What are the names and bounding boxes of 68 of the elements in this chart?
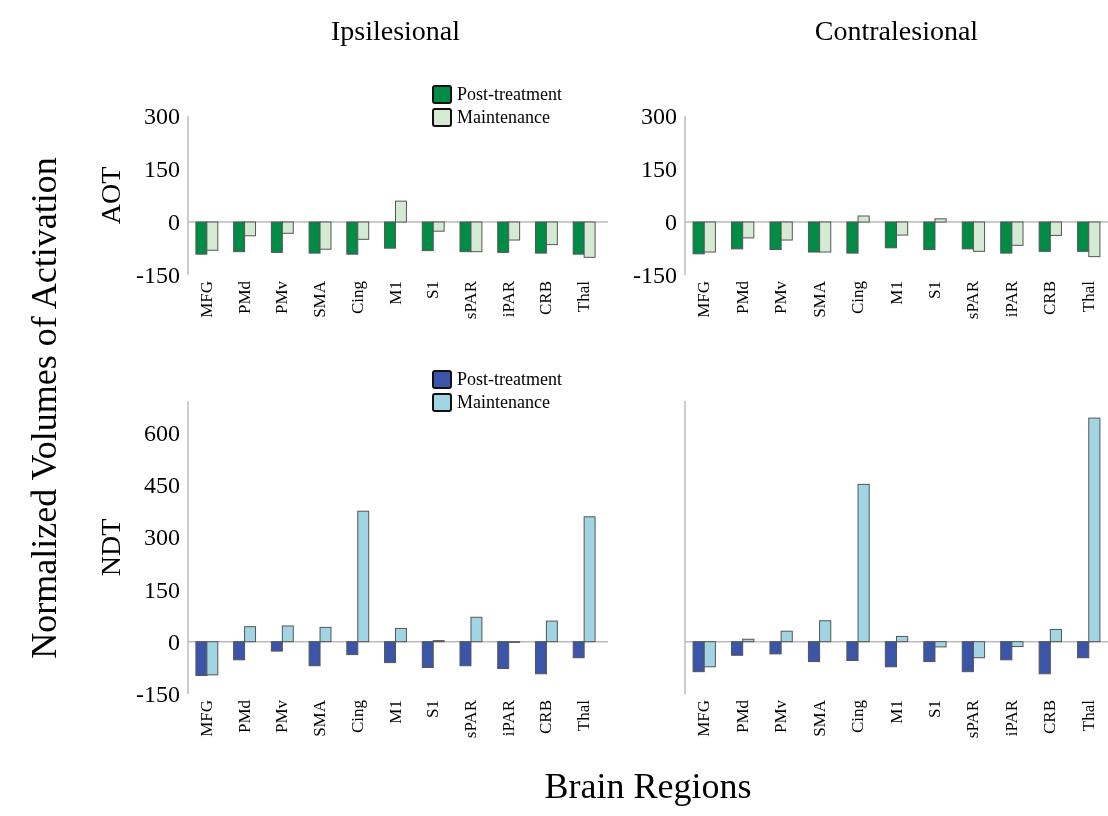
- x-tick-label: Thal: [1078, 699, 1098, 732]
- legend-label: Post-treatment: [457, 84, 562, 104]
- x-tick-label: SMA: [809, 280, 829, 318]
- text: Normalized Volumes of Activation: [24, 157, 64, 659]
- y-tick-label: 300: [641, 103, 677, 130]
- x-tick-label: M1: [886, 281, 906, 305]
- x-tick-label: iPAR: [498, 280, 518, 318]
- legend-label: Post-treatment: [457, 369, 562, 389]
- x-tick-label: S1: [924, 281, 944, 299]
- x-tick-label: PMv: [771, 280, 791, 315]
- x-tick-label: Cing: [347, 699, 367, 734]
- x-tick-label: MFG: [196, 700, 216, 737]
- x-tick-label: CRB: [1040, 700, 1060, 735]
- x-tick-label: Cing: [848, 699, 868, 734]
- x-tick-label: CRB: [536, 281, 556, 316]
- y-tick-label: 0: [168, 209, 180, 236]
- x-tick-label: SMA: [310, 699, 330, 737]
- x-tick-label: PMd: [234, 280, 254, 315]
- x-tick-label: CRB: [1040, 281, 1060, 316]
- x-tick-label: MFG: [694, 281, 714, 318]
- x-tick-label: M1: [385, 700, 405, 724]
- y-tick-label: -150: [633, 262, 677, 289]
- y-tick-label: 0: [168, 629, 180, 656]
- chart-title: Contralesional: [814, 15, 979, 46]
- x-tick-label: PMv: [272, 280, 292, 315]
- y-axis-title: AOT: [95, 166, 126, 225]
- y-tick-label: -150: [136, 262, 180, 289]
- x-tick-label: PMd: [732, 280, 752, 315]
- y-tick-label: 300: [144, 524, 180, 551]
- x-tick-label: PMd: [234, 699, 254, 734]
- y-tick-label: 150: [144, 156, 180, 183]
- x-tick-label: MFG: [196, 281, 216, 318]
- x-tick-label: sPAR: [460, 280, 480, 320]
- x-tick-label: CRB: [536, 700, 556, 735]
- x-tick-label: sPAR: [460, 699, 480, 739]
- x-tick-label: iPAR: [1001, 280, 1021, 318]
- x-tick-label: S1: [423, 281, 443, 299]
- x-tick-label: Cing: [347, 280, 367, 315]
- x-tick-label: sPAR: [963, 699, 983, 739]
- legend-label: Maintenance: [457, 392, 550, 412]
- x-tick-label: S1: [423, 700, 443, 718]
- x-tick-label: PMv: [771, 699, 791, 734]
- y-tick-label: 0: [665, 209, 677, 236]
- y-axis-title: NDT: [95, 518, 126, 577]
- x-tick-label: Thal: [1078, 280, 1098, 313]
- x-tick-label: PMv: [272, 699, 292, 734]
- y-tick-label: 150: [144, 576, 180, 603]
- x-tick-label: MFG: [694, 700, 714, 737]
- x-tick-label: Thal: [574, 280, 594, 313]
- chart-title: Ipsilesional: [330, 15, 461, 46]
- legend-label: Maintenance: [457, 107, 550, 127]
- x-tick-label: M1: [385, 281, 405, 305]
- y-tick-label: 600: [144, 419, 180, 446]
- x-tick-label: S1: [924, 700, 944, 718]
- x-tick-label: iPAR: [498, 699, 518, 737]
- x-tick-label: SMA: [809, 699, 829, 737]
- x-tick-label: SMA: [310, 280, 330, 318]
- x-tick-label: Cing: [848, 280, 868, 315]
- x-tick-label: M1: [886, 700, 906, 724]
- y-tick-label: 150: [641, 156, 677, 183]
- x-axis-title: Brain Regions: [544, 766, 752, 806]
- x-tick-label: sPAR: [963, 280, 983, 320]
- x-tick-label: Thal: [574, 699, 594, 732]
- x-tick-label: iPAR: [1001, 699, 1021, 737]
- y-tick-label: 300: [144, 103, 180, 130]
- y-tick-label: 450: [144, 472, 180, 499]
- y-tick-label: -150: [136, 681, 180, 708]
- x-tick-label: PMd: [732, 699, 752, 734]
